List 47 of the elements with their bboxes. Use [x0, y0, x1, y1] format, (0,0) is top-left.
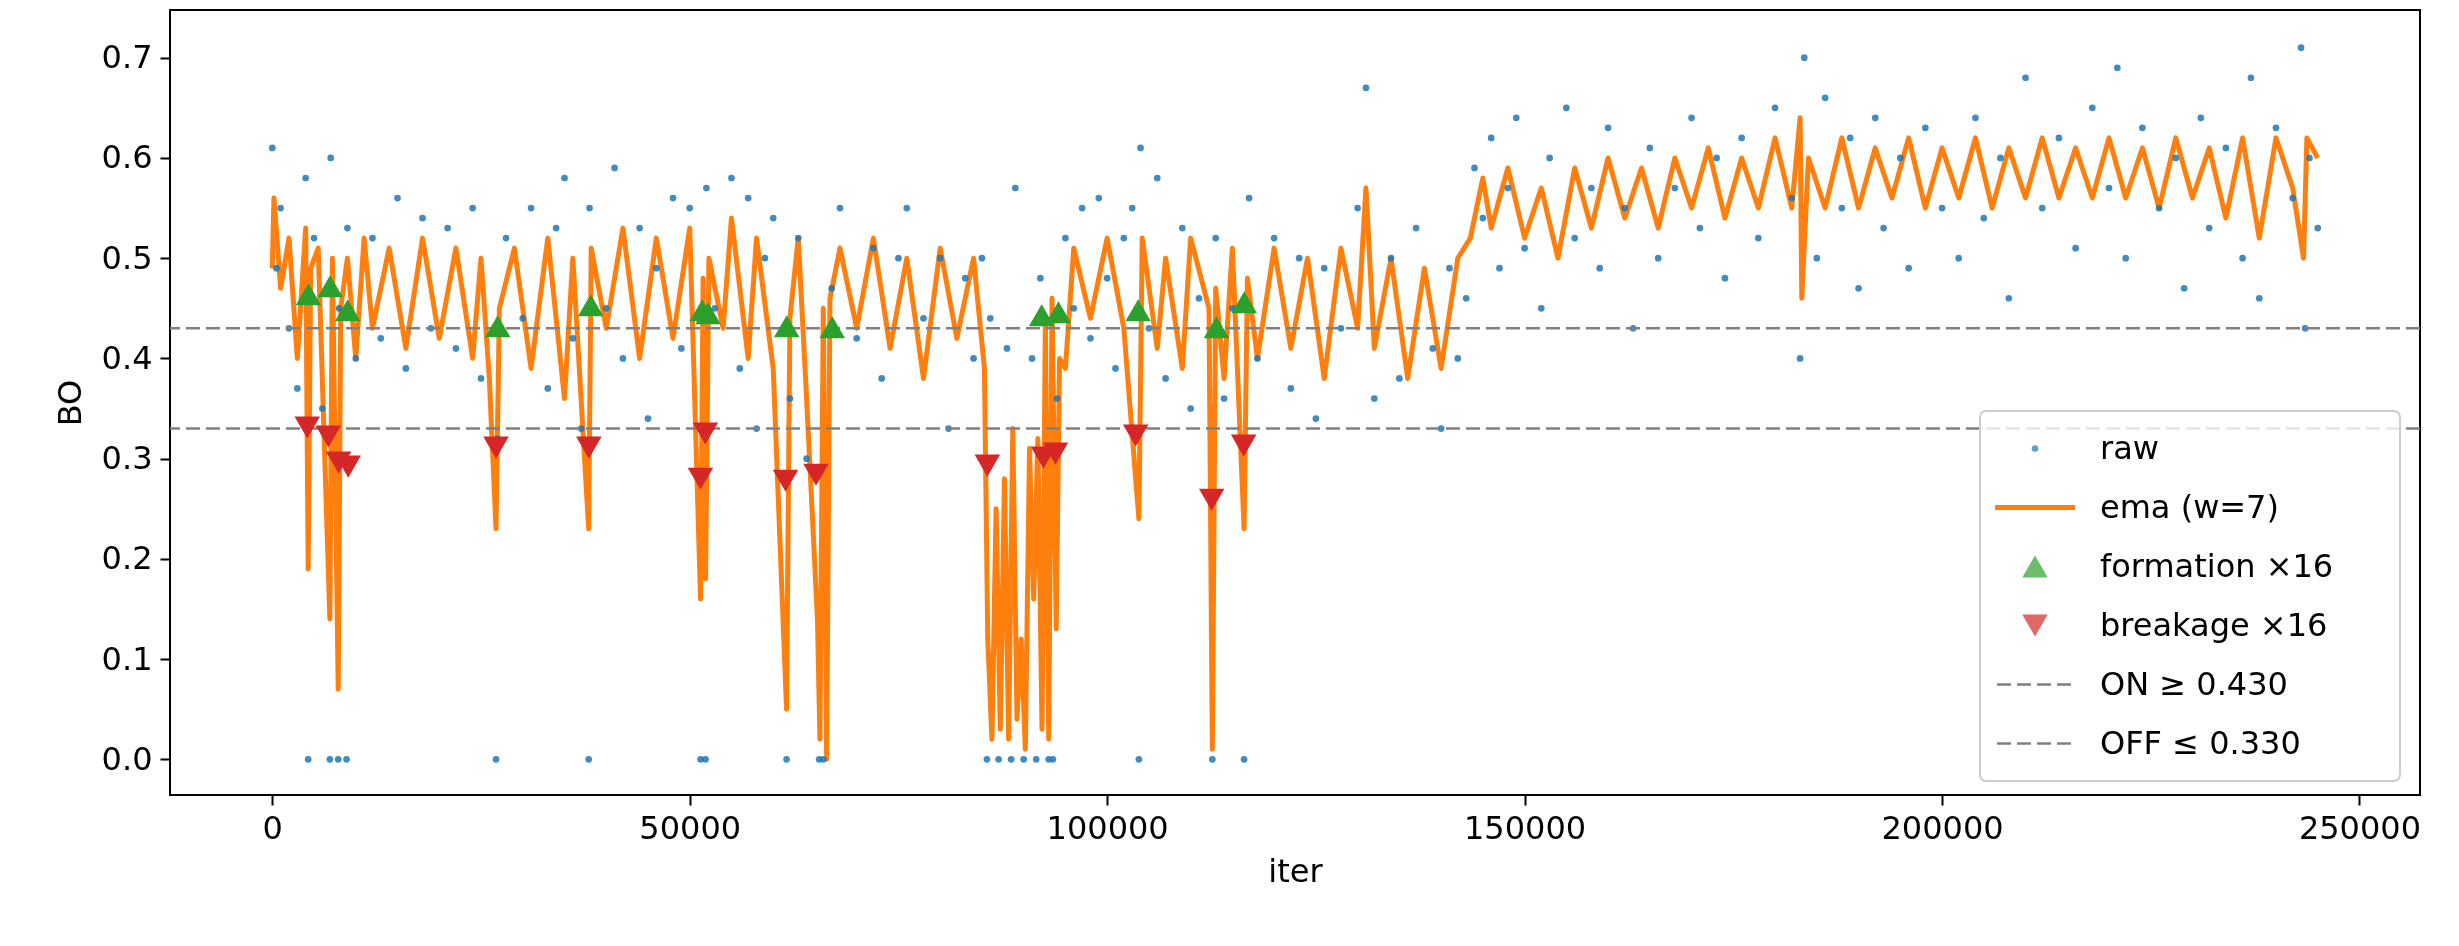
point — [1198, 488, 1225, 511]
x-tick-label: 100000 — [1046, 808, 1169, 847]
y-tick-label: 0.1 — [101, 639, 153, 678]
legend-label: breakage ×16 — [2100, 605, 2328, 644]
legend-label: OFF ≤ 0.330 — [2100, 723, 2301, 762]
y-tick-label: 0.0 — [101, 739, 153, 778]
y-axis-title: BO — [50, 379, 89, 427]
point — [1230, 434, 1257, 457]
point — [1122, 424, 1149, 447]
legend-label: ema (w=7) — [2100, 487, 2279, 526]
point — [576, 436, 602, 459]
x-axis-title: iter — [1268, 851, 1324, 890]
x-tick-label: 0 — [262, 808, 283, 847]
point — [484, 315, 511, 338]
point — [695, 302, 721, 325]
x-tick-label: 150000 — [1464, 808, 1587, 847]
legend-label: formation ×16 — [2100, 546, 2334, 585]
point — [483, 436, 509, 459]
x-tick-label: 250000 — [2298, 808, 2422, 847]
y-tick-label: 0.5 — [101, 238, 153, 277]
y-tick-label: 0.3 — [101, 439, 153, 478]
x-tick-label: 200000 — [1881, 808, 2004, 847]
point — [1028, 304, 1055, 327]
legend-label: raw — [2100, 428, 2159, 467]
y-tick-label: 0.2 — [101, 539, 153, 578]
point — [334, 299, 361, 322]
legend-label: ON ≥ 0.430 — [2100, 664, 2288, 703]
point — [803, 463, 829, 486]
x-tick-label: 50000 — [639, 808, 742, 847]
point — [772, 469, 799, 492]
point — [315, 425, 342, 448]
point — [687, 467, 714, 490]
point — [1125, 299, 1151, 322]
point — [773, 315, 800, 338]
point — [294, 416, 320, 439]
point — [577, 294, 604, 317]
point — [819, 316, 846, 339]
point — [317, 275, 343, 298]
point — [1203, 316, 1230, 339]
point — [295, 283, 322, 306]
point — [1042, 442, 1069, 465]
y-tick-label: 0.4 — [101, 338, 153, 377]
y-tick-label: 0.7 — [101, 38, 153, 77]
point — [692, 422, 719, 445]
y-tick-label: 0.6 — [101, 138, 153, 177]
point — [974, 454, 1001, 477]
point — [1231, 291, 1257, 314]
